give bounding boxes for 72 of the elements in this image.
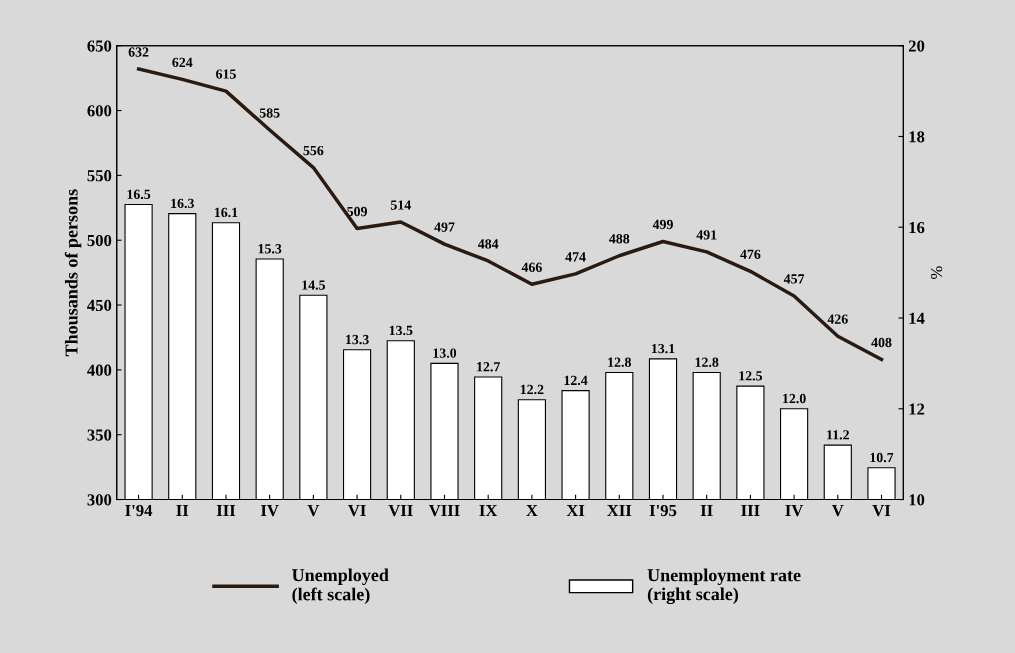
x-tick-label: IV	[785, 505, 804, 517]
data-label: 16.3	[171, 198, 194, 209]
data-label: 499	[652, 219, 673, 230]
data-label: 509	[347, 206, 367, 217]
y-tick-label: 600	[87, 105, 112, 117]
data-label: 476	[740, 249, 761, 259]
y2-tick-label: 20	[908, 40, 925, 52]
data-label: 514	[390, 200, 411, 210]
data-label: 408	[871, 337, 892, 348]
data-label: 497	[434, 222, 455, 232]
y2-tick-label: 14	[909, 312, 925, 324]
data-label: 13.3	[346, 334, 369, 345]
data-label: 13.1	[651, 343, 675, 354]
y-tick-label: 650	[87, 40, 112, 52]
y-tick-label: 500	[87, 234, 112, 247]
x-tick-label: IV	[260, 505, 279, 517]
y-tick-label: 400	[87, 364, 112, 376]
data-label: 556	[303, 145, 324, 156]
x-tick-label: I'95	[649, 504, 677, 517]
data-label: 466	[521, 262, 542, 272]
data-label: 474	[565, 252, 586, 262]
y-tick-label: 450	[87, 299, 112, 311]
data-label: 491	[696, 230, 717, 240]
data-label: 484	[477, 239, 499, 249]
x-tick-label: V	[307, 505, 320, 517]
x-tick-label: XII	[607, 505, 632, 516]
data-label: 632	[128, 47, 149, 57]
data-label: 13.5	[389, 325, 413, 336]
data-label: 12.2	[520, 384, 544, 395]
data-label: 12.4	[564, 375, 588, 386]
x-tick-label: II	[700, 505, 713, 516]
legend-label: Unemployment rate (right scale)	[647, 568, 801, 605]
x-tick-label: I'94	[125, 504, 153, 517]
data-label: 12.8	[695, 357, 719, 367]
y-tick-label: 300	[87, 494, 112, 506]
data-label: 12.0	[783, 393, 806, 404]
data-label: 10.7	[870, 452, 894, 463]
y2-tick-label: 18	[909, 131, 925, 143]
data-label: 13.0	[433, 348, 457, 358]
data-label: 15.3	[258, 244, 282, 254]
y2-tick-label: 16	[909, 221, 925, 234]
y2-tick-label: 10	[909, 494, 925, 506]
y-axis-title: Thousands of persons	[64, 189, 82, 357]
data-label: 488	[609, 234, 630, 244]
x-tick-label: V	[831, 505, 844, 517]
data-label: 12.8	[608, 357, 631, 367]
data-label: 14.5	[302, 280, 326, 290]
y-tick-label: 550	[87, 170, 112, 182]
data-label: 12.7	[477, 362, 500, 372]
x-tick-label: IX	[479, 505, 498, 516]
data-label: 457	[783, 274, 805, 284]
data-label: 426	[827, 314, 848, 324]
legend-label: Unemployed (left scale)	[292, 568, 389, 605]
x-tick-label: VIII	[428, 505, 460, 517]
x-tick-label: XI	[566, 505, 585, 516]
data-label: 11.2	[827, 430, 849, 440]
y2-tick-label: 12	[909, 403, 925, 415]
x-tick-label: VII	[388, 505, 413, 517]
data-label: 585	[259, 108, 280, 118]
y2-axis-title: %	[930, 266, 943, 279]
data-label: 12.5	[739, 371, 763, 381]
data-label: 16.5	[127, 189, 151, 200]
x-tick-label: II	[176, 505, 189, 516]
x-tick-label: III	[216, 505, 236, 516]
x-tick-label: VI	[872, 505, 891, 517]
y-tick-label: 350	[87, 429, 112, 441]
x-tick-label: III	[741, 505, 760, 516]
data-label: 16.1	[214, 207, 238, 218]
x-tick-label: X	[526, 505, 538, 516]
data-label: 615	[216, 69, 236, 79]
data-label: 624	[172, 57, 193, 68]
x-tick-label: VI	[348, 505, 366, 517]
